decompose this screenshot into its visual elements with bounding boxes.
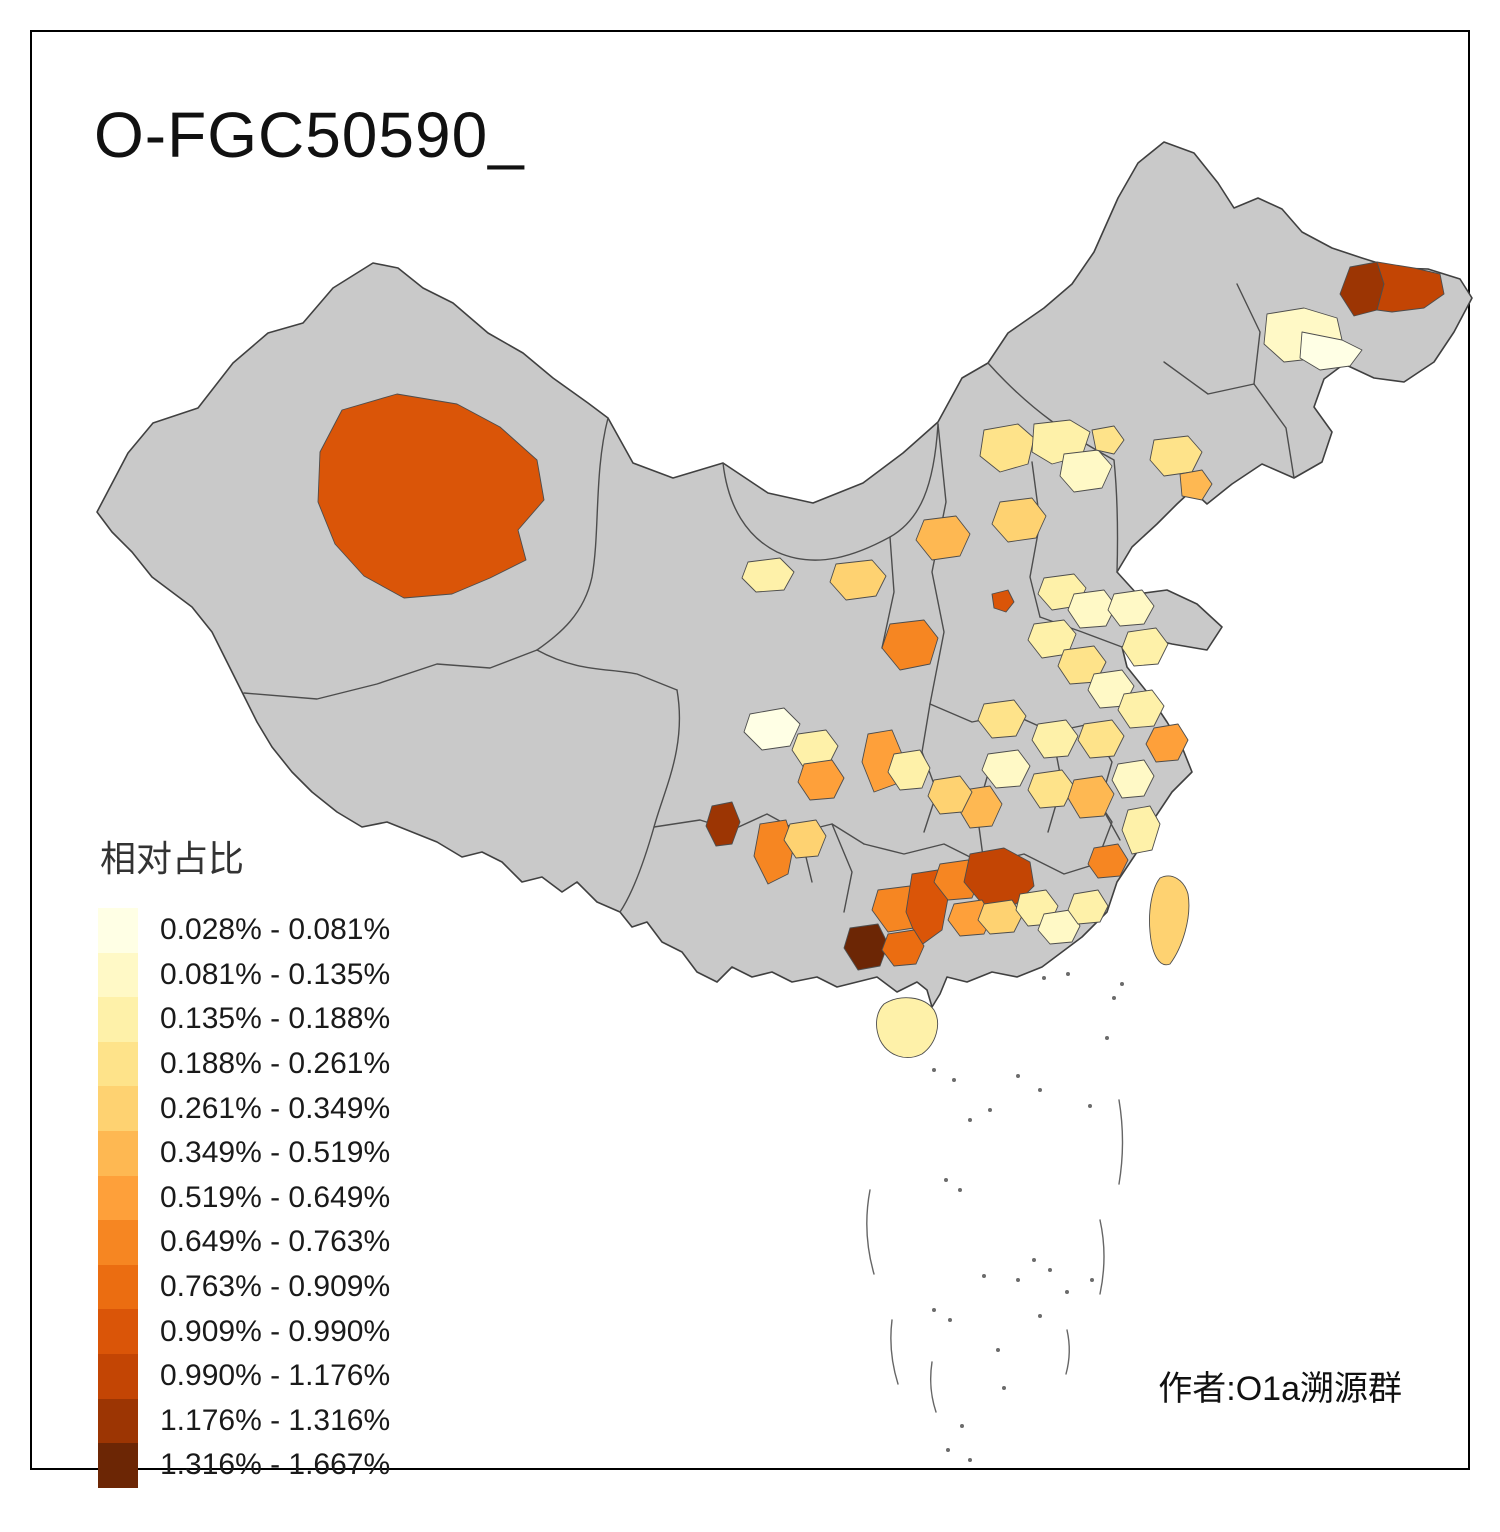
legend-swatch <box>98 1353 138 1399</box>
legend-swatch <box>98 1041 138 1087</box>
taiwan-island <box>1149 875 1190 966</box>
legend-row: 1.176% - 1.316% <box>98 1398 391 1444</box>
legend-label: 0.028% - 0.081% <box>160 913 391 947</box>
legend-row: 1.316% - 1.667% <box>98 1443 390 1488</box>
legend-swatch <box>98 1443 138 1488</box>
legend-rows: 0.028% - 0.081% 0.081% - 0.135% 0.135% -… <box>98 908 390 1488</box>
legend-label: 0.649% - 0.763% <box>160 1225 391 1259</box>
legend-row: 0.188% - 0.261% <box>98 1041 391 1087</box>
credit-text: 作者:O1a溯源群 <box>1158 1370 1402 1408</box>
legend-label: 0.519% - 0.649% <box>160 1180 391 1214</box>
legend-label: 0.188% - 0.261% <box>160 1047 391 1081</box>
legend-swatch <box>98 1086 138 1131</box>
legend-row: 0.261% - 0.349% <box>98 1086 390 1131</box>
legend-swatch <box>98 952 138 998</box>
china-choropleth-map <box>96 141 1473 1462</box>
legend-row: 0.909% - 0.990% <box>98 1309 390 1354</box>
hainan-island <box>876 997 938 1058</box>
legend-label: 0.909% - 0.990% <box>160 1314 391 1348</box>
legend-swatch <box>98 1175 138 1221</box>
legend-swatch <box>98 1398 138 1444</box>
legend-row: 0.763% - 0.909% <box>98 1264 391 1310</box>
legend-swatch <box>98 1130 138 1176</box>
legend-title: 相对占比 <box>100 838 245 879</box>
legend: 相对占比 0.028% - 0.081% 0.081% - 0.135% 0.1… <box>98 830 390 1488</box>
legend-label: 0.763% - 0.909% <box>160 1270 391 1304</box>
legend-swatch <box>98 997 138 1042</box>
legend-label: 0.135% - 0.188% <box>160 1002 391 1036</box>
legend-label: 0.990% - 1.176% <box>160 1359 391 1393</box>
legend-row: 0.081% - 0.135% <box>98 952 391 998</box>
legend-swatch <box>98 908 138 953</box>
legend-row: 0.519% - 0.649% <box>98 1175 391 1221</box>
legend-label: 0.081% - 0.135% <box>160 957 391 991</box>
legend-row: 0.028% - 0.081% <box>98 908 390 953</box>
legend-row: 0.649% - 0.763% <box>98 1220 390 1265</box>
prefecture-regions <box>317 261 1445 971</box>
legend-label: 0.349% - 0.519% <box>160 1136 391 1170</box>
legend-row: 0.990% - 1.176% <box>98 1353 391 1399</box>
legend-swatch <box>98 1220 138 1265</box>
south-china-sea-islands <box>866 972 1124 1462</box>
legend-label: 1.316% - 1.667% <box>160 1448 391 1482</box>
page-title: O-FGC50590_ <box>94 99 525 171</box>
legend-swatch <box>98 1264 138 1310</box>
legend-row: 0.135% - 0.188% <box>98 997 390 1042</box>
plot-frame: O-FGC50590_ 相对占比 0.028% - 0.081% 0.081% … <box>30 30 1473 1488</box>
legend-row: 0.349% - 0.519% <box>98 1130 391 1176</box>
legend-label: 1.176% - 1.316% <box>160 1403 391 1437</box>
legend-swatch <box>98 1309 138 1354</box>
legend-label: 0.261% - 0.349% <box>160 1091 391 1125</box>
